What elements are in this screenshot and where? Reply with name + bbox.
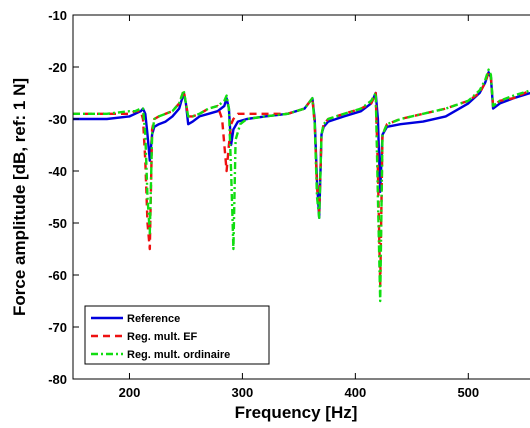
x-tick-label: 300 (232, 385, 254, 400)
plot-frame (72, 14, 530, 380)
series-line-reg-mult-ef (73, 71, 530, 287)
y-tick-label: -10 (48, 8, 67, 23)
series-line-reg-mult-ordinaire (73, 68, 530, 303)
y-tick-label: -70 (48, 320, 67, 335)
x-axis-label: Frequency [Hz] (235, 403, 358, 422)
y-axis-label: Force amplitude [dB, ref: 1 N] (10, 78, 29, 316)
y-tick-label: -40 (48, 164, 67, 179)
legend-label: Reg. mult. ordinaire (127, 349, 230, 361)
series-line-reference (73, 71, 530, 219)
x-tick-label: 500 (457, 385, 479, 400)
x-tick-label: 400 (345, 385, 367, 400)
axis-ticks: 200300400500600700-80-70-60-50-40-30-20-… (48, 8, 479, 400)
y-tick-label: -80 (48, 372, 67, 387)
legend-label: Reference (127, 313, 180, 325)
series-layer (73, 68, 530, 303)
legend-label: Reg. mult. EF (127, 331, 198, 343)
y-tick-label: -60 (48, 268, 67, 283)
y-tick-label: -30 (48, 112, 67, 127)
x-tick-label: 200 (119, 385, 141, 400)
y-tick-label: -20 (48, 60, 67, 75)
y-tick-label: -50 (48, 216, 67, 231)
legend: Reference Reg. mult. EF Reg. mult. ordinai… (84, 305, 270, 365)
